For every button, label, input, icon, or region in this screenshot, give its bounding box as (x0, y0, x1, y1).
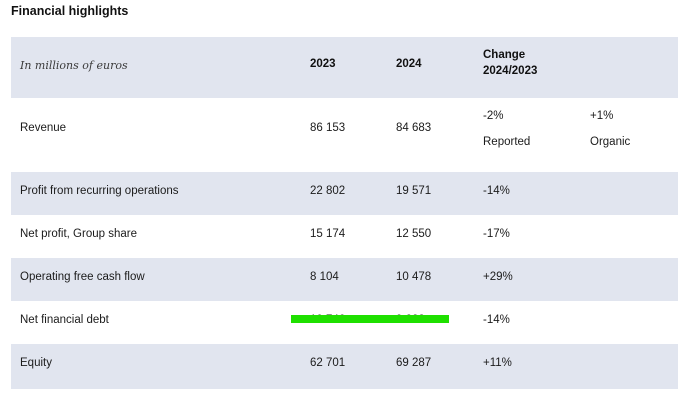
value-2024: 10 478 (396, 271, 432, 283)
value-2024: 12 550 (396, 228, 432, 240)
change-value: +11% (483, 357, 512, 369)
row-label: Revenue (20, 122, 67, 134)
row-label: Net profit, Group share (20, 228, 137, 240)
column-header-2024: 2024 (396, 58, 422, 70)
green-highlight-mark (291, 315, 449, 323)
value-2023: 86 153 (310, 122, 346, 134)
change-value: -14% (483, 314, 510, 326)
value-2023: 15 174 (310, 228, 346, 240)
table-header-row: In millions of euros 2023 2024 Change 20… (11, 37, 678, 98)
organic-change-value: +1% (590, 110, 614, 122)
row-label: Net financial debt (20, 314, 109, 326)
value-2024: 69 287 (396, 357, 432, 369)
change-value: -17% (483, 228, 510, 240)
value-2023: 62 701 (310, 357, 346, 369)
table-row-net-profit: Net profit, Group share 15 174 12 550 -1… (11, 215, 678, 258)
value-2024: 84 683 (396, 122, 432, 134)
table-row-equity: Equity 62 701 69 287 +11% (11, 344, 678, 389)
table-row-revenue: Revenue 86 153 84 683 -2% Reported +1% O… (11, 98, 678, 172)
value-2023: 8 104 (310, 271, 339, 283)
unit-label: In millions of euros (20, 59, 128, 72)
change-header-line2: 2024/2023 (483, 65, 538, 77)
reported-change-label: Reported (483, 136, 531, 148)
table-row-free-cash-flow: Operating free cash flow 8 104 10 478 +2… (11, 258, 678, 301)
organic-change-label: Organic (590, 136, 631, 148)
row-label: Equity (20, 357, 52, 369)
row-label: Profit from recurring operations (20, 185, 179, 197)
table-row-profit-recurring: Profit from recurring operations 22 802 … (11, 172, 678, 215)
page-title: Financial highlights (11, 4, 129, 18)
value-2024: 19 571 (396, 185, 432, 197)
financial-highlights-table: In millions of euros 2023 2024 Change 20… (11, 37, 678, 389)
change-header-line1: Change (483, 49, 526, 61)
change-value: -14% (483, 185, 510, 197)
change-value: +29% (483, 271, 513, 283)
column-header-change: Change 2024/2023 (483, 47, 537, 79)
value-2023: 22 802 (310, 185, 346, 197)
column-header-2023: 2023 (310, 58, 336, 70)
reported-change-value: -2% (483, 110, 504, 122)
row-label: Operating free cash flow (20, 271, 145, 283)
